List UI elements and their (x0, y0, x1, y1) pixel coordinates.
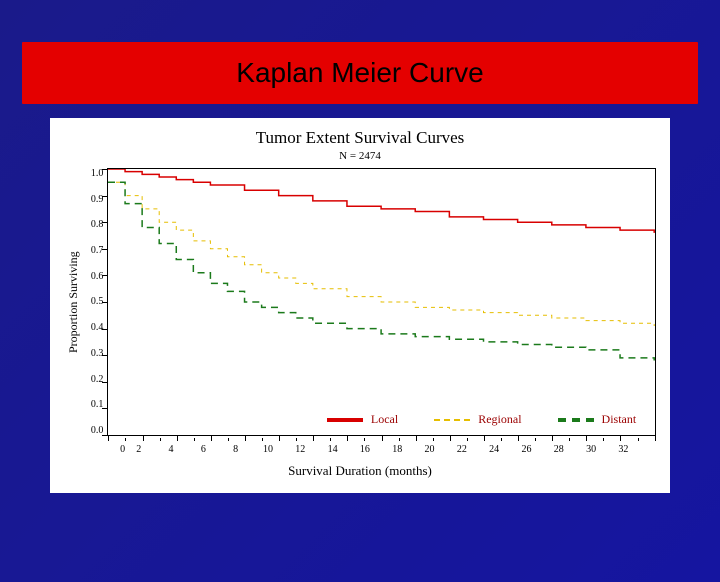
survival-curves-svg (108, 169, 654, 435)
xtick: 2 (123, 444, 155, 455)
legend-item-distant: Distant (558, 412, 637, 427)
xtick: 30 (575, 444, 607, 455)
legend-label: Regional (478, 412, 521, 427)
ytick: 0.5 (83, 296, 103, 307)
xtick: 24 (478, 444, 510, 455)
ytick: 0.3 (83, 348, 103, 359)
xtick: 32 (607, 444, 639, 455)
xtick: 22 (446, 444, 478, 455)
legend: Local Regional Distant (327, 412, 636, 427)
xtick: 4 (155, 444, 187, 455)
ytick: 0.7 (83, 245, 103, 256)
legend-swatch-regional (434, 419, 470, 421)
ytick: 0.6 (83, 271, 103, 282)
plot-area: Local Regional Distant (107, 168, 655, 436)
ytick: 0.8 (83, 219, 103, 230)
header-band: Kaplan Meier Curve (22, 42, 699, 104)
xtick: 10 (252, 444, 284, 455)
xtick: 12 (284, 444, 316, 455)
xtick: 14 (316, 444, 348, 455)
chart-panel: Tumor Extent Survival Curves N = 2474 Pr… (50, 118, 669, 493)
legend-label: Distant (602, 412, 637, 427)
legend-label: Local (371, 412, 398, 427)
xtick: 28 (543, 444, 575, 455)
xtick: 18 (381, 444, 413, 455)
plot-wrap: Proportion Surviving 1.0 0.9 0.8 0.7 0.6… (64, 168, 655, 436)
x-tick-marks (108, 435, 654, 441)
x-axis-label: Survival Duration (months) (64, 463, 655, 479)
legend-swatch-local (327, 418, 363, 422)
ytick: 0.0 (83, 425, 103, 436)
chart-title: Tumor Extent Survival Curves (64, 128, 655, 148)
ytick: 0.4 (83, 322, 103, 333)
ytick: 0.1 (83, 399, 103, 410)
ytick: 1.0 (83, 168, 103, 179)
legend-swatch-distant (558, 418, 594, 422)
y-axis-label: Proportion Surviving (64, 168, 83, 436)
legend-item-local: Local (327, 412, 398, 427)
xtick: 8 (220, 444, 252, 455)
ytick: 0.2 (83, 374, 103, 385)
xtick: 16 (349, 444, 381, 455)
chart-subtitle: N = 2474 (64, 150, 655, 162)
y-tick-marks (102, 169, 108, 435)
xtick: 26 (510, 444, 542, 455)
xtick: 6 (187, 444, 219, 455)
xtick: 20 (413, 444, 445, 455)
ytick: 0.9 (83, 194, 103, 205)
x-tick-labels: 02468101214161820222426283032 (106, 444, 655, 455)
page-title: Kaplan Meier Curve (236, 57, 483, 89)
legend-item-regional: Regional (434, 412, 521, 427)
